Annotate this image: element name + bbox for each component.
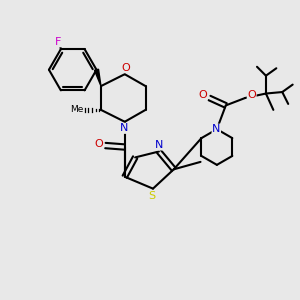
Text: Me: Me: [70, 105, 83, 114]
Text: O: O: [199, 90, 207, 100]
Text: S: S: [148, 191, 155, 201]
Text: N: N: [120, 123, 128, 133]
Text: O: O: [94, 139, 103, 149]
Text: O: O: [247, 90, 256, 100]
Text: O: O: [122, 63, 130, 73]
Text: N: N: [155, 140, 164, 150]
Polygon shape: [94, 69, 101, 86]
Text: N: N: [212, 124, 220, 134]
Text: F: F: [55, 37, 61, 47]
